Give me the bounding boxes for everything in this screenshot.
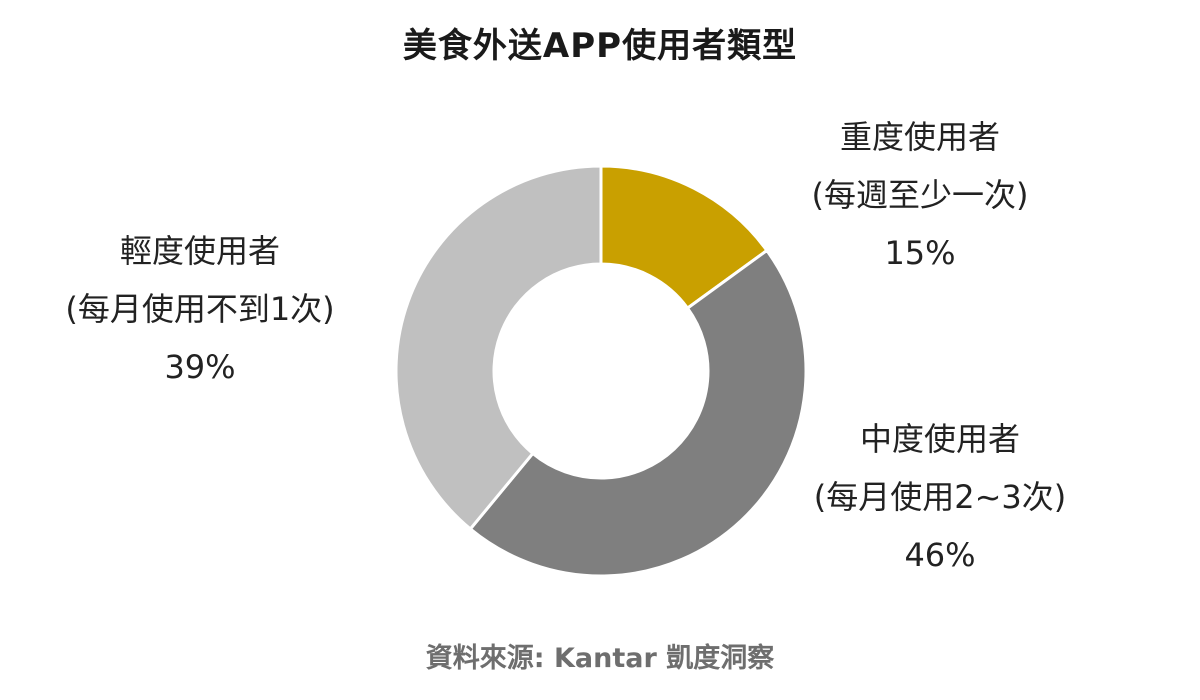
slice-label-heavy: 重度使用者 (每週至少一次) 15% [770,108,1070,282]
slice-name-medium: 中度使用者 [859,420,1020,458]
slice-detail-medium: (每月使用2~3次) [813,478,1067,516]
slice-name-light: 輕度使用者 [119,232,280,270]
slice-name-heavy: 重度使用者 [839,118,1000,156]
chart-title: 美食外送APP使用者類型 [402,26,798,66]
donut-slice-light [394,164,603,532]
slice-detail-light: (每月使用不到1次) [65,290,335,328]
slice-value-medium: 46% [904,536,976,574]
slice-detail-heavy: (每週至少一次) [811,176,1029,214]
slice-label-medium: 中度使用者 (每月使用2~3次) 46% [780,410,1100,584]
slice-value-heavy: 15% [884,234,956,272]
source-note: 資料來源: Kantar 凱度洞察 [425,643,775,674]
donut-slice-medium [468,248,808,578]
donut-slices [394,164,808,578]
slice-value-light: 39% [164,348,236,386]
slice-label-light: 輕度使用者 (每月使用不到1次) 39% [20,222,380,396]
donut-slice-heavy [599,164,769,311]
